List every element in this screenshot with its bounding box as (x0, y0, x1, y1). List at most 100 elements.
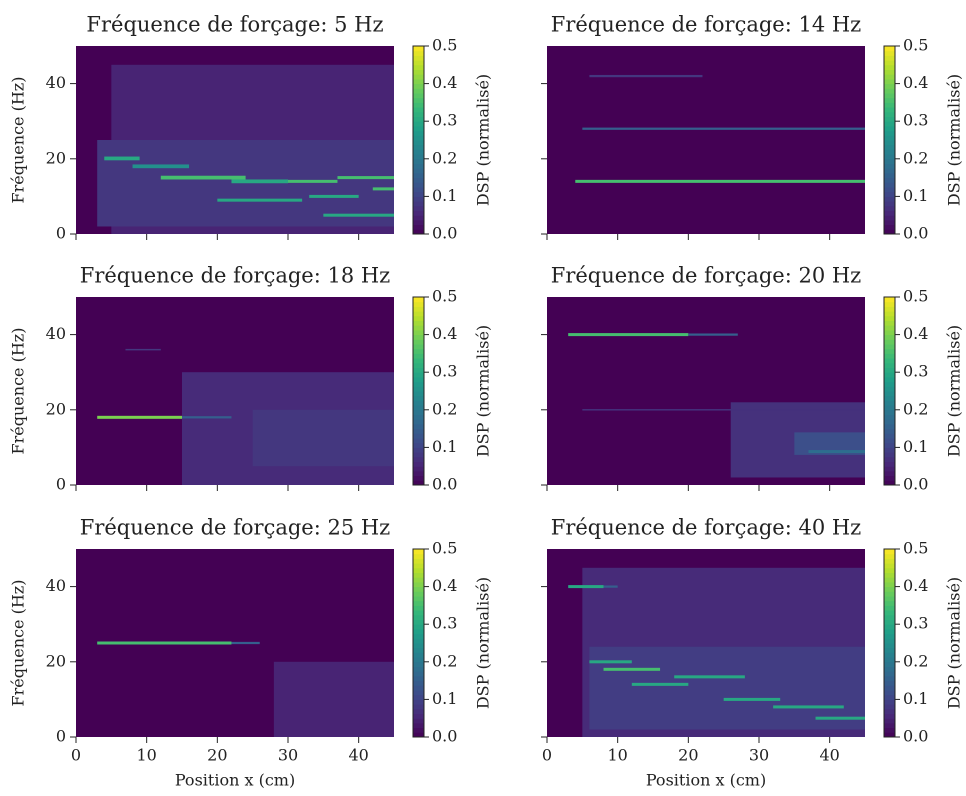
colorbar-step (884, 391, 895, 397)
colorbar-step (884, 628, 895, 635)
x-axis-label: Position x (cm) (646, 771, 766, 790)
colorbar-step (413, 315, 424, 321)
colorbar-step (413, 633, 424, 639)
colorbar-tick-label: 0.0 (432, 727, 457, 746)
colorbar-step (884, 614, 895, 620)
colorbar-step (413, 69, 424, 75)
heatmap-cell (273, 661, 394, 737)
colorbar (413, 297, 424, 486)
colorbar-step (413, 367, 424, 373)
colorbar-step (413, 177, 424, 183)
panel-title: Fréquence de forçage: 25 Hz (80, 516, 391, 540)
colorbar-label: DSP (normalisé) (945, 577, 964, 709)
colorbar-step (413, 423, 424, 430)
heatmap-cell (688, 333, 738, 336)
colorbar-step (413, 229, 424, 235)
panel-title: Fréquence de forçage: 5 Hz (86, 13, 383, 37)
colorbar-step (884, 675, 895, 682)
heatmap-cell (794, 432, 865, 455)
colorbar-step (884, 610, 895, 616)
colorbar-step (413, 666, 424, 672)
colorbar-step (413, 111, 424, 117)
colorbar-tick-label: 0.1 (432, 437, 457, 456)
heatmap-cell (182, 416, 232, 419)
colorbar-step (413, 414, 424, 420)
x-tick-label: 30 (278, 746, 298, 765)
colorbar-step (413, 88, 424, 94)
colorbar-tick-label: 0.1 (903, 186, 928, 205)
colorbar-step (884, 107, 895, 113)
colorbar-step (413, 563, 424, 569)
colorbar-step (884, 210, 895, 216)
panel-title: Fréquence de forçage: 18 Hz (80, 264, 391, 288)
x-tick-label: 0 (71, 746, 81, 765)
colorbar-step (413, 619, 424, 625)
heatmap-cell (674, 675, 745, 679)
colorbar-step (884, 297, 895, 303)
colorbar-step (413, 671, 424, 677)
colorbar-step (884, 567, 895, 573)
colorbar-tick-label: 0.1 (903, 437, 928, 456)
colorbar-tick-label: 0.3 (903, 614, 928, 633)
colorbar-tick-label: 0.5 (903, 539, 928, 558)
colorbar-tick-label: 0.2 (903, 399, 928, 418)
colorbar-step (413, 727, 424, 733)
colorbar-step (884, 74, 895, 80)
colorbar-step (884, 135, 895, 141)
heatmap-cell (231, 179, 288, 184)
colorbar-step (413, 154, 424, 160)
colorbar-tick-label: 0.1 (903, 689, 928, 708)
colorbar-step (884, 480, 895, 486)
colorbar-step (884, 652, 895, 658)
colorbar-step (884, 553, 895, 559)
colorbar-step (413, 428, 424, 434)
colorbar-step (413, 409, 424, 415)
colorbar-step (884, 177, 895, 183)
colorbar-step (884, 376, 895, 383)
colorbar-frame (412, 296, 425, 486)
colorbar-step (884, 116, 895, 122)
colorbar-step (884, 219, 895, 226)
x-tick-label: 0 (542, 746, 552, 765)
colorbar-step (413, 140, 424, 146)
colorbar-step (884, 50, 895, 56)
colorbar-step (884, 619, 895, 625)
colorbar-tick-label: 0.4 (432, 324, 457, 343)
colorbar-step (413, 438, 424, 444)
colorbar-step (413, 722, 424, 729)
colorbar-step (884, 685, 895, 691)
heatmap-cell (589, 646, 865, 730)
colorbar-step (884, 311, 895, 317)
colorbar-step (413, 102, 424, 108)
y-tick-label: 20 (46, 651, 66, 670)
colorbar-step (884, 344, 895, 350)
colorbar-step (413, 704, 424, 710)
colorbar-step (413, 391, 424, 397)
colorbar-step (884, 638, 895, 644)
colorbar-step (884, 163, 895, 169)
colorbar-step (884, 563, 895, 569)
colorbar-step (884, 187, 895, 193)
colorbar-step (413, 372, 424, 378)
colorbar-step (884, 572, 895, 578)
colorbar-step (413, 130, 424, 136)
heatmap-cell (575, 179, 865, 183)
colorbar-step (413, 558, 424, 564)
colorbar-tick-label: 0.2 (432, 148, 457, 167)
y-axis-label: Fréquence (Hz) (9, 77, 28, 204)
colorbar-step (413, 567, 424, 573)
colorbar-step (884, 121, 895, 127)
colorbar-step (884, 329, 895, 336)
colorbar-step (413, 713, 424, 719)
colorbar-step (884, 591, 895, 597)
colorbar-step (413, 461, 424, 467)
heatmap-cell (231, 641, 260, 645)
colorbar-step (413, 699, 424, 705)
colorbar-step (413, 320, 424, 326)
colorbar-step (413, 661, 424, 667)
colorbar-step (413, 433, 424, 439)
heatmap-cell (568, 333, 689, 337)
colorbar-step (413, 353, 424, 359)
colorbar-step (413, 301, 424, 307)
colorbar-step (413, 334, 424, 340)
